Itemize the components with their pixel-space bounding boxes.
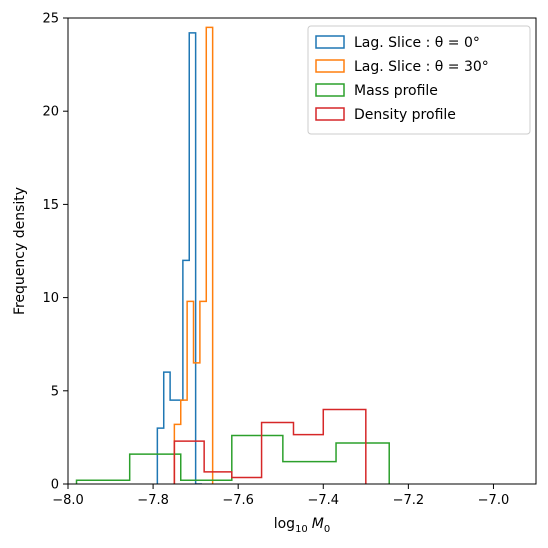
y-tick-label: 0 xyxy=(51,478,59,493)
legend-label-1: Lag. Slice : θ = 30° xyxy=(354,59,489,75)
legend-swatch-0 xyxy=(315,35,345,49)
x-axis-label-base: log xyxy=(274,516,295,532)
y-axis: 0 5 10 15 20 25 xyxy=(42,12,68,493)
x-axis-label: log10 M0 xyxy=(274,516,331,535)
y-tick-label: 20 xyxy=(42,105,59,120)
legend-swatch-3 xyxy=(315,107,345,121)
y-axis-label: Frequency density xyxy=(12,187,28,315)
histogram-series-0 xyxy=(156,32,203,484)
histogram-series-1 xyxy=(173,26,214,484)
histogram-series-2 xyxy=(75,434,390,484)
legend-swatch-2 xyxy=(315,83,345,97)
plot-area xyxy=(75,26,390,484)
x-axis: −8.0 −7.8 −7.6 −7.4 −7.2 −7.0 xyxy=(52,484,509,508)
histogram-series-3 xyxy=(173,408,367,484)
x-tick-label: −7.0 xyxy=(478,493,510,508)
plot-frame xyxy=(67,17,537,485)
y-tick-label: 5 xyxy=(51,384,59,399)
legend-label-2: Mass profile xyxy=(354,83,438,99)
y-tick-label: 10 xyxy=(42,291,59,306)
x-tick-label: −7.2 xyxy=(393,493,425,508)
x-tick-label: −8.0 xyxy=(52,493,84,508)
legend-label-3: Density profile xyxy=(354,107,456,123)
x-axis-label-var-sub: 0 xyxy=(324,524,330,535)
legend-swatch-1 xyxy=(315,59,345,73)
x-tick-label: −7.6 xyxy=(222,493,254,508)
legend-frame xyxy=(307,25,531,135)
x-tick-label: −7.4 xyxy=(307,493,339,508)
legend: Lag. Slice : θ = 0° Lag. Slice : θ = 30° M… xyxy=(307,25,531,135)
y-tick-label: 25 xyxy=(42,12,59,27)
x-tick-label: −7.8 xyxy=(137,493,169,508)
x-axis-label-base-sub: 10 xyxy=(295,524,308,535)
y-tick-label: 15 xyxy=(42,198,59,213)
legend-label-0: Lag. Slice : θ = 0° xyxy=(354,35,480,51)
x-axis-label-var: M xyxy=(312,516,324,532)
